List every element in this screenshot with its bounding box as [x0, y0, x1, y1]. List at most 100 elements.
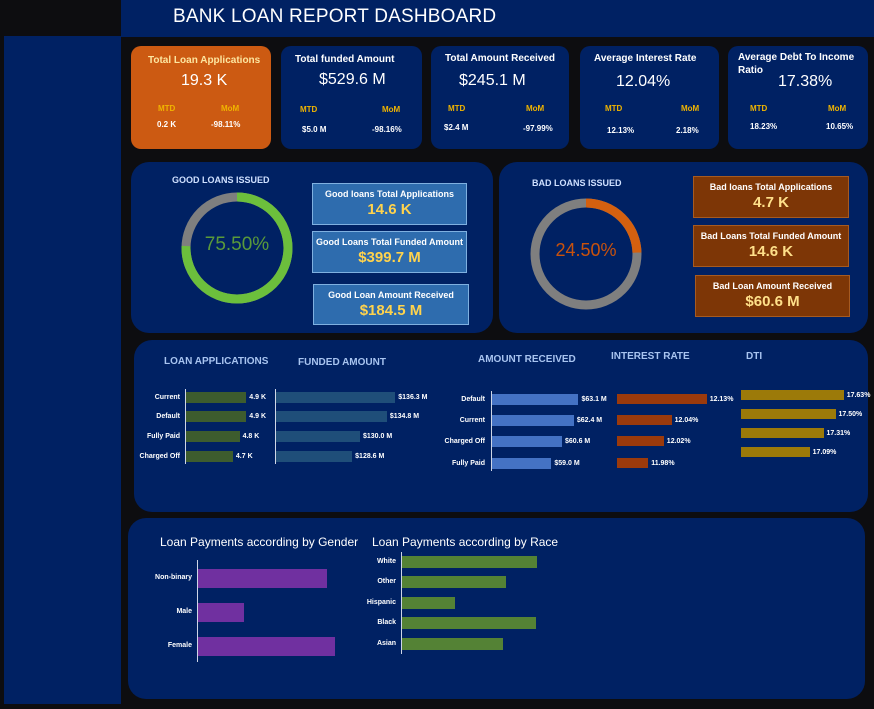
chart-bar — [617, 394, 707, 404]
kpi-mom-value: 10.65% — [826, 122, 854, 131]
chart-axis — [197, 560, 198, 662]
card-value: $399.7 M — [358, 249, 421, 266]
data-label: $59.0 M — [554, 460, 580, 467]
category-label: Fully Paid — [146, 433, 180, 440]
kpi-mtd-label: MTD — [605, 104, 623, 113]
card-title: Good loans Total Applications — [324, 189, 454, 199]
data-label: $62.4 M — [576, 417, 603, 424]
category-label: Asian — [376, 640, 396, 647]
kpi-card-total-funded[interactable]: Total funded Amount $529.6 M MTD MoM $5.… — [281, 46, 422, 149]
category-label: Default — [156, 413, 180, 420]
kpi-card-avg-interest[interactable]: Average Interest Rate 12.04% MTD MoM 12.… — [580, 46, 719, 149]
amount-received-heading: AMOUNT RECEIVED — [478, 354, 576, 365]
card-value: 14.6 K — [748, 243, 794, 260]
chart-axis — [401, 552, 402, 654]
kpi-title: Average Interest Rate — [594, 53, 697, 64]
kpi-title: Total Amount Received — [445, 53, 556, 64]
category-label: Current — [154, 394, 180, 401]
bad-loans-apps-card[interactable]: Bad loans Total Applications 4.7 K — [693, 176, 849, 218]
kpi-mtd-value: 12.13% — [607, 126, 635, 135]
data-label: 12.13% — [709, 396, 734, 403]
chart-bar — [186, 431, 240, 442]
chart-bar — [741, 390, 844, 400]
category-label: White — [376, 558, 396, 565]
kpi-mom-value: -97.99% — [523, 124, 553, 133]
kpi-card-total-received[interactable]: Total Amount Received $245.1 M MTD MoM $… — [431, 46, 569, 149]
card-value: $184.5 M — [359, 302, 423, 319]
gender-chart-title: Loan Payments according by Gender — [160, 535, 359, 549]
bad-loans-percent: 24.50% — [555, 240, 617, 260]
chart-bar — [402, 576, 506, 588]
kpi-card-avg-dti[interactable]: Average Debt To Income Ratio 17.38% MTD … — [728, 46, 868, 149]
data-label: 4.8 K — [242, 433, 260, 440]
chart-bar — [617, 415, 672, 425]
chart-bar — [402, 556, 538, 568]
data-label: 17.63% — [846, 392, 871, 399]
data-label: 17.31% — [826, 430, 851, 437]
chart-bar — [186, 451, 233, 462]
chart-bar — [276, 411, 387, 422]
chart-bar — [198, 602, 244, 622]
data-label: $63.1 M — [581, 396, 607, 403]
kpi-mtd-label: MTD — [750, 104, 768, 113]
card-value: $60.6 M — [745, 293, 800, 310]
kpi-mom-label: MoM — [382, 105, 401, 114]
kpi-mtd-value: 0.2 K — [157, 120, 177, 129]
chart-axis — [491, 391, 492, 471]
kpi-mom-label: MoM — [681, 104, 700, 113]
kpi-mtd-label: MTD — [300, 105, 318, 114]
kpi-value: 19.3 K — [181, 72, 228, 89]
kpi-mom-label: MoM — [526, 104, 545, 113]
chart-bar — [741, 428, 824, 438]
data-label: 17.09% — [812, 449, 837, 456]
chart-bar — [186, 392, 247, 403]
kpi-mtd-value: $2.4 M — [444, 123, 469, 132]
good-loans-received-card[interactable]: Good Loan Amount Received $184.5 M — [313, 284, 469, 325]
chart-bar — [276, 392, 396, 403]
sidebar — [4, 36, 121, 704]
data-label: 17.50% — [838, 411, 863, 418]
chart-bar — [198, 636, 335, 656]
chart-bar — [492, 415, 574, 426]
chart-bar — [492, 394, 579, 405]
data-label: 12.04% — [674, 417, 699, 424]
data-label: $130.0 M — [363, 433, 393, 440]
good-loans-panel: GOOD LOANS ISSUED 75.50% Good loans Tota… — [131, 162, 493, 333]
category-label: Black — [377, 619, 396, 626]
data-label: 12.02% — [666, 438, 691, 445]
kpi-mtd-label: MTD — [158, 104, 176, 113]
funded-amount-heading: FUNDED AMOUNT — [298, 357, 386, 368]
kpi-mom-value: 2.18% — [676, 126, 699, 135]
good-loans-funded-card[interactable]: Good Loans Total Funded Amount $399.7 M — [312, 231, 467, 273]
chart-bar — [186, 411, 247, 422]
category-label: Female — [167, 642, 192, 649]
chart-bar — [198, 568, 328, 588]
kpi-mom-value: -98.16% — [372, 125, 402, 134]
card-title: Good Loan Amount Received — [328, 290, 454, 300]
kpi-mom-label: MoM — [828, 104, 847, 113]
card-value: 4.7 K — [753, 194, 789, 211]
chart-axis — [275, 389, 276, 464]
chart-axis — [185, 389, 186, 464]
chart-bar — [492, 458, 552, 469]
kpi-mom-label: MoM — [221, 104, 240, 113]
kpi-title: Total Loan Applications — [148, 55, 261, 66]
bad-loans-donut — [530, 198, 642, 310]
donut-value-arc — [181, 192, 293, 304]
chart-bar — [492, 436, 562, 447]
data-label: 11.98% — [651, 460, 675, 467]
kpi-value: 12.04% — [616, 73, 671, 90]
chart-bar — [617, 458, 649, 468]
bad-loans-received-card[interactable]: Bad Loan Amount Received $60.6 M — [695, 275, 850, 317]
data-label: 4.7 K — [235, 453, 253, 460]
kpi-title: Total funded Amount — [295, 54, 395, 65]
data-label: 4.9 K — [249, 413, 267, 420]
bad-loans-funded-card[interactable]: Bad Loans Total Funded Amount 14.6 K — [693, 225, 849, 267]
category-label: Charged Off — [139, 453, 180, 460]
chart-bar — [276, 431, 360, 442]
race-chart-title: Loan Payments according by Race — [372, 535, 559, 549]
good-loans-apps-card[interactable]: Good loans Total Applications 14.6 K — [312, 183, 467, 225]
kpi-value: $529.6 M — [319, 71, 386, 88]
donut-value-arc — [530, 198, 642, 310]
kpi-card-total-applications[interactable]: Total Loan Applications 19.3 K MTD MoM 0… — [131, 46, 271, 149]
